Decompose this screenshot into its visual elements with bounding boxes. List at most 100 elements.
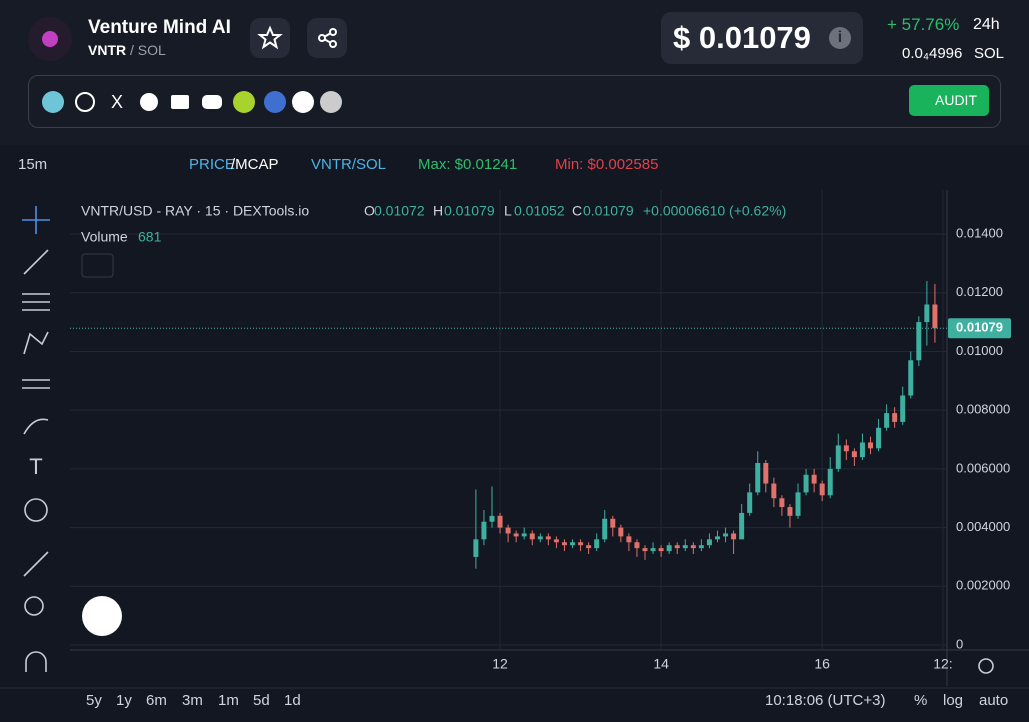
ohlc-value: 0.01052 [514,203,565,219]
candle-body [650,548,656,552]
range-button[interactable]: 1y [116,692,132,709]
ohlc-key: C [572,203,582,219]
log-toggle[interactable]: log [943,692,964,709]
pair-toggle[interactable]: VNTR/SOL [311,156,387,173]
ohlc-key: O [364,203,375,219]
legend-title: VNTR/USD - RAY · 15 · DEXTools.io [81,203,309,219]
x-tick-label: 12 [492,656,508,672]
range-button[interactable]: 1d [284,692,301,709]
candle-body [586,545,592,549]
candle-body [779,498,785,508]
candle-body [698,545,704,549]
candle-body [787,507,793,516]
links-bar: X AUDIT [28,75,1001,128]
auto-toggle[interactable]: auto [979,692,1009,709]
y-tick-label: 0.006000 [956,460,1010,475]
header: Venture Mind AI VNTR / SOL $ 0.01079 i +… [0,0,1029,145]
candle-body [763,463,769,484]
candle-body [634,542,640,549]
ohlc-value: 0.01072 [374,203,425,219]
range-button[interactable]: 1m [218,692,239,709]
candle-body [803,474,809,493]
candle-body [666,545,672,552]
candle-body [819,483,825,496]
ohlc-key: H [433,203,443,219]
candle-body [755,463,761,493]
bottom-bar: 5y 1y 6m 3m 1m 5d 1d 10:18:06 (UTC+3) % … [0,692,1029,718]
candle-body [570,542,576,546]
legend-change: +0.00006610 (+0.62%) [643,203,786,219]
change-period: 24h [973,16,1000,33]
price-box: $ 0.01079 i [661,12,863,64]
svg-text:X: X [111,92,123,112]
token-name: Venture Mind AI [88,17,231,38]
candle-body [481,521,487,540]
share-button[interactable] [307,18,347,58]
y-tick-label: 0.01200 [956,284,1003,299]
clock[interactable]: 10:18:06 (UTC+3) [765,692,886,709]
volume-label: Volume [81,229,128,245]
candle-body [578,542,584,546]
volume-value: 681 [138,229,162,245]
price: $ 0.01079 [673,20,811,55]
candle-body [553,539,559,543]
range-button[interactable]: 5d [253,692,270,709]
candle-body [513,533,519,537]
x-tick-label: 16 [814,656,830,672]
token-logo [28,17,72,61]
candle-body [473,539,479,557]
audit-button[interactable]: AUDIT [909,85,989,116]
candle-body [747,492,753,513]
candle-body [723,533,729,537]
candle-body [618,527,624,537]
candle-body [594,539,600,549]
social-icons[interactable]: X [39,88,349,116]
x-tick-label: 14 [653,656,669,672]
drawing-tools[interactable]: T [0,186,70,722]
ohlc-value: 0.01079 [583,203,634,219]
candle-body [932,304,938,329]
legend: VNTR/USD - RAY · 15 · DEXTools.io O 0.01… [81,203,786,245]
y-tick-label: 0.002000 [956,578,1010,593]
candle-body [642,548,648,552]
candle-body [521,533,527,537]
y-tick-label: 0.008000 [956,402,1010,417]
candle-body [545,536,551,540]
candle-body [706,539,712,546]
candle-body [489,515,495,522]
range-button[interactable]: 6m [146,692,167,709]
candle-body [884,413,890,428]
range-button[interactable]: 5y [86,692,102,709]
quote-symbol: / SOL [130,42,166,58]
price-label-box [948,318,1011,339]
y-tick-label: 0.004000 [956,519,1010,534]
sol-unit: SOL [974,45,1005,62]
price-toggle[interactable]: PRICE [189,156,235,173]
candle-body [827,468,833,496]
tv-logo [82,596,122,636]
favorite-button[interactable] [250,18,290,58]
candle-body [731,533,737,540]
range-button[interactable]: 3m [182,692,203,709]
percent-toggle[interactable]: % [914,692,928,709]
settings-icon[interactable] [978,658,994,674]
candle-body [658,548,664,552]
candle-body [851,451,857,458]
interval[interactable]: 15m [18,156,48,173]
candle-body [867,442,873,449]
sol-price: 0.0₄4996 [902,45,963,62]
price-label: 0.01079 [956,320,1003,335]
candle-body [610,518,616,528]
candle-body [892,413,898,422]
candle-body [505,527,511,534]
collapse-button[interactable] [81,253,114,278]
candle-body [529,533,535,540]
candle-body [795,492,801,516]
candle-body [602,518,608,540]
mcap-toggle[interactable]: /MCAP [231,156,279,173]
x-tick-label: 12: [933,656,952,672]
ohlc-key: L [504,203,512,219]
candle-body [859,442,865,458]
candle-body [900,395,906,422]
